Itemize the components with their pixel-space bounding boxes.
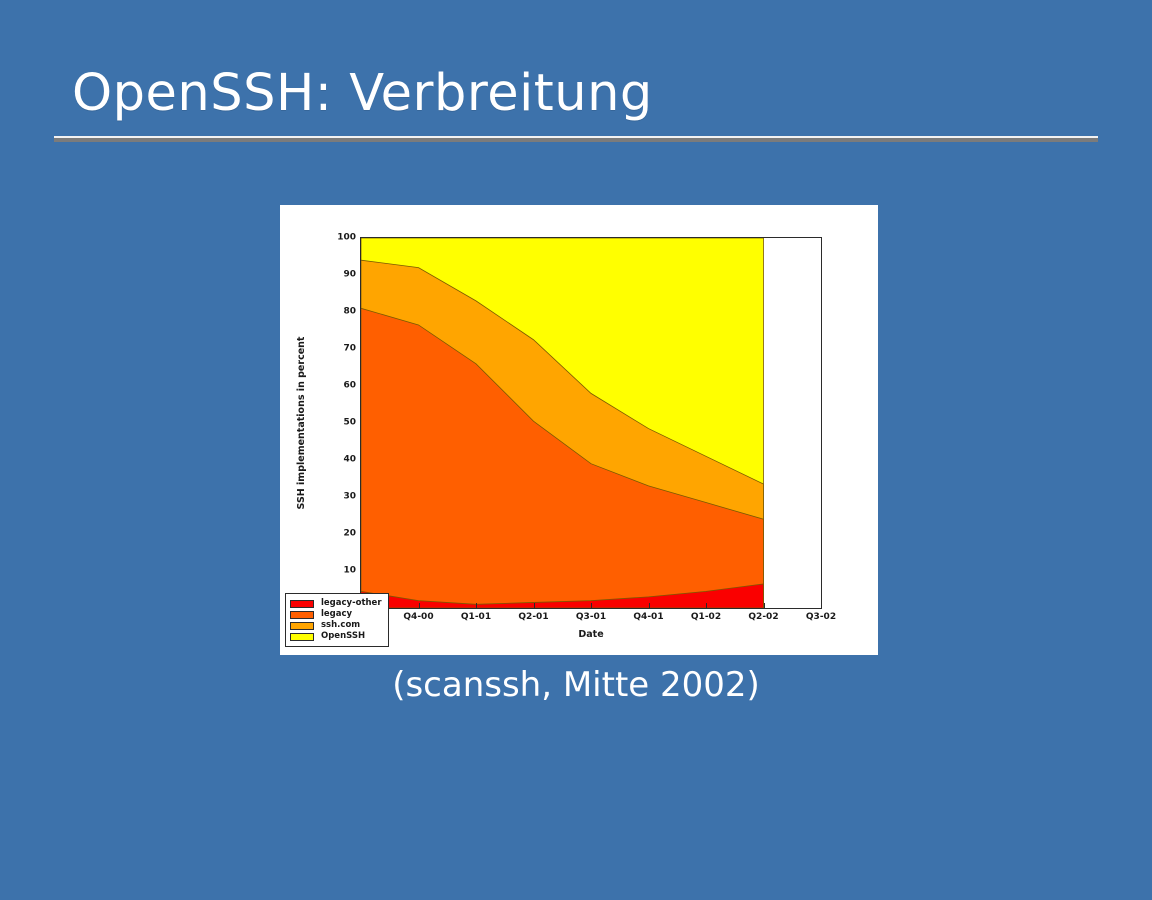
legend-item-label: legacy	[321, 609, 353, 620]
chart-x-tickmarks	[360, 603, 822, 609]
legend-item-label: ssh.com	[321, 620, 361, 631]
x-tick-mark	[763, 603, 765, 608]
x-tick-mark	[591, 603, 592, 608]
area-band-legacy-other	[361, 583, 764, 608]
x-tick-mark	[706, 603, 707, 608]
legend-color-swatch	[290, 610, 314, 619]
area-band-legacy	[361, 307, 764, 608]
chart-legend: legacy-other legacy ssh.com OpenSSH	[285, 593, 389, 647]
legend-item: OpenSSH	[290, 631, 382, 642]
legend-color-swatch	[290, 599, 314, 608]
figure-caption: (scanssh, Mitte 2002)	[392, 665, 760, 705]
x-tick-label: Q3-01	[575, 612, 607, 622]
legend-color-swatch	[290, 632, 314, 641]
y-tick-label: 80	[343, 306, 356, 317]
x-tick-label: Q2-01	[518, 612, 549, 622]
chart-figure-panel: SSH implementations in percent 010203040…	[280, 205, 878, 655]
y-tick-label: 30	[343, 491, 356, 502]
x-tick-mark	[821, 603, 822, 608]
legend-item-label: legacy-other	[321, 598, 382, 609]
x-tick-mark	[648, 603, 650, 608]
legend-item: legacy	[290, 609, 382, 620]
y-tick-label: 40	[343, 454, 356, 465]
x-tick-label: Q3-02	[805, 612, 837, 622]
stacked-area-chart	[361, 238, 764, 608]
x-tick-label: Q4-00	[403, 612, 434, 622]
y-tick-label: 100	[337, 232, 356, 243]
x-tick-label: Q4-01	[633, 612, 664, 622]
y-tick-label: 50	[343, 417, 356, 428]
y-tick-label: 60	[343, 380, 356, 391]
legend-item: legacy-other	[290, 598, 382, 609]
y-tick-label: 90	[343, 269, 356, 280]
x-tick-mark	[476, 603, 477, 608]
x-tick-mark	[418, 603, 420, 608]
chart-x-axis-label: Date	[578, 629, 604, 640]
chart-y-axis-ticks: 0102030405060708090100	[322, 232, 356, 612]
x-tick-label: Q1-02	[690, 612, 722, 622]
legend-color-swatch	[290, 621, 314, 630]
legend-item: ssh.com	[290, 620, 382, 631]
y-tick-label: 20	[343, 528, 356, 539]
legend-item-label: OpenSSH	[321, 631, 366, 642]
y-tick-label: 70	[343, 343, 356, 354]
x-tick-mark	[533, 603, 535, 608]
title-divider	[54, 136, 1098, 142]
chart-y-axis-label: SSH implementations in percent	[296, 336, 307, 510]
page-title: OpenSSH: Verbreitung	[72, 64, 653, 123]
x-tick-label: Q1-01	[460, 612, 492, 622]
y-tick-label: 10	[343, 565, 356, 576]
x-tick-label: Q2-02	[748, 612, 779, 622]
chart-plot-area	[360, 237, 822, 609]
